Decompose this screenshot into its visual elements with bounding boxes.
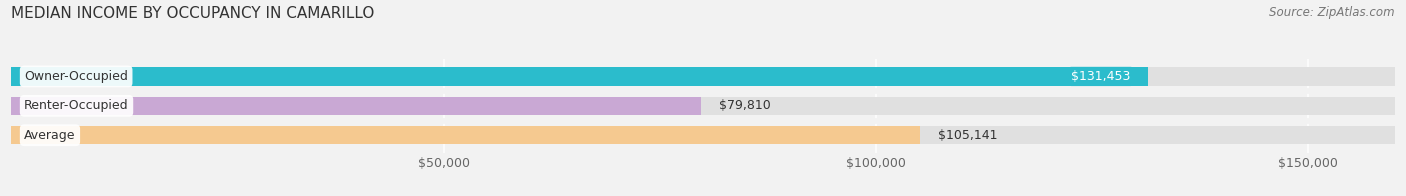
Bar (11, 97, 1395, 115)
Text: $79,810: $79,810 (718, 99, 770, 112)
Bar (11, 67, 1395, 86)
Bar (11, 126, 1395, 144)
Text: $105,141: $105,141 (938, 129, 997, 142)
Bar (11, 126, 921, 144)
Text: Source: ZipAtlas.com: Source: ZipAtlas.com (1270, 6, 1395, 19)
Text: Renter-Occupied: Renter-Occupied (24, 99, 129, 112)
Bar (11, 67, 1147, 86)
Bar (11, 97, 702, 115)
Text: $131,453: $131,453 (1071, 70, 1130, 83)
Text: Average: Average (24, 129, 76, 142)
Text: MEDIAN INCOME BY OCCUPANCY IN CAMARILLO: MEDIAN INCOME BY OCCUPANCY IN CAMARILLO (11, 6, 374, 21)
Text: Owner-Occupied: Owner-Occupied (24, 70, 128, 83)
